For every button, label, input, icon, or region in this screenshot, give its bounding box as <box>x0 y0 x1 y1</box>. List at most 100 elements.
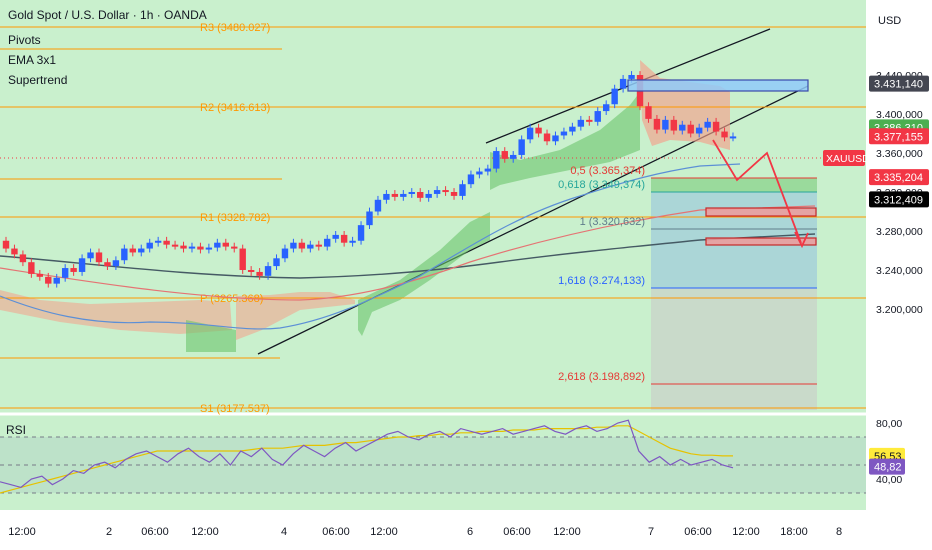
candle-body <box>188 246 196 249</box>
indicator-pivots[interactable]: Pivots <box>8 33 41 47</box>
candle-body <box>602 104 610 112</box>
rsi-label[interactable]: RSI <box>6 423 26 437</box>
candle-body <box>357 225 365 241</box>
candle-body <box>476 171 483 175</box>
bear-cloud-2 <box>236 292 355 340</box>
supply-demand-boxes[interactable] <box>627 79 817 246</box>
candle-body <box>324 238 331 247</box>
candle-body <box>171 244 179 247</box>
candle-body <box>28 262 35 274</box>
candle-body <box>180 245 187 249</box>
supply-box-top <box>627 79 809 92</box>
candles <box>2 71 737 288</box>
candle-body <box>205 247 213 250</box>
ema-fast-line <box>0 163 741 330</box>
candle-body <box>687 124 694 134</box>
candle-body <box>383 193 390 200</box>
candle-body <box>138 248 145 253</box>
price-tag <box>869 75 929 92</box>
candle-body <box>594 111 601 122</box>
time-label: 2 <box>106 526 112 538</box>
candle-body <box>340 234 348 243</box>
candle-body <box>611 88 618 105</box>
candle-body <box>332 234 339 239</box>
candle-body <box>129 248 137 253</box>
candle-body <box>315 244 322 247</box>
time-label: 12:00 <box>8 526 36 538</box>
candle-body <box>366 211 373 226</box>
candle-body <box>214 242 221 248</box>
candle-body <box>729 136 737 139</box>
symbol-tag <box>823 150 865 166</box>
time-label: 12:00 <box>732 526 760 538</box>
projection-path <box>712 139 802 244</box>
candle-body <box>290 242 297 249</box>
candle-body <box>662 119 669 130</box>
candle-body <box>459 184 466 196</box>
candle-body <box>256 271 263 276</box>
candle-body <box>231 246 238 249</box>
candle-body <box>628 75 635 79</box>
candle-body <box>2 240 10 249</box>
candle-body <box>264 266 272 276</box>
candle-body <box>61 268 69 278</box>
candle-body <box>408 192 415 194</box>
candle-body <box>586 119 593 122</box>
candle-body <box>45 276 52 284</box>
candle-body <box>307 244 314 249</box>
rsi-value-tag <box>869 458 905 475</box>
time-label: 18:00 <box>780 526 808 538</box>
price-tag <box>869 169 929 186</box>
time-label: 8 <box>836 526 842 538</box>
candle-body <box>484 168 492 172</box>
candle-body <box>298 242 306 249</box>
rsi-tick: 80,00 <box>876 418 902 430</box>
candle-body <box>679 124 686 131</box>
candle-body <box>417 192 424 198</box>
candle-body <box>163 240 170 245</box>
indicator-supertrend[interactable]: Supertrend <box>8 73 67 87</box>
currency-label[interactable]: USD <box>878 15 901 27</box>
candle-body <box>95 252 103 263</box>
bull-cloud-1 <box>186 320 236 352</box>
price-tag <box>869 128 929 145</box>
indicator-ema[interactable]: EMA 3x1 <box>8 53 56 67</box>
candle-body <box>493 151 500 169</box>
fib-level-label: 0,618 (3.349,374) <box>558 179 645 191</box>
time-label: 06:00 <box>684 526 712 538</box>
pivot-label: R2 (3416.613) <box>200 102 270 114</box>
candle-body <box>619 78 627 89</box>
candle-body <box>222 242 229 247</box>
time-label: 7 <box>648 526 654 538</box>
candle-body <box>501 151 508 159</box>
price-tick: 3.400,000 <box>876 109 923 121</box>
candle-body <box>400 193 407 197</box>
pivot-label: R3 (3480.027) <box>200 22 270 34</box>
candle-body <box>442 190 449 193</box>
candle-body <box>653 118 661 130</box>
candle-body <box>154 240 162 243</box>
price-tag <box>869 191 929 208</box>
candle-body <box>526 127 534 140</box>
candle-body <box>577 119 585 127</box>
ema-slow-line <box>0 233 816 279</box>
price-tag-text: 3.431,140 <box>874 79 923 91</box>
time-label: 06:00 <box>141 526 169 538</box>
candle-body <box>645 106 652 119</box>
candle-body <box>197 246 204 250</box>
candle-body <box>70 268 77 272</box>
time-axis-panel[interactable] <box>0 510 932 550</box>
price-tick: 3.200,000 <box>876 304 923 316</box>
candle-body <box>87 252 94 259</box>
time-label: 4 <box>281 526 287 538</box>
projection-arrow[interactable] <box>712 139 809 249</box>
time-label: 12:00 <box>553 526 581 538</box>
rsi-pane <box>0 419 866 494</box>
demand-box-2 <box>705 237 817 246</box>
candle-body <box>121 248 128 261</box>
fib-level-label: 0,5 (3.365,374) <box>570 165 645 177</box>
candle-body <box>146 242 153 249</box>
candle-body <box>704 121 711 128</box>
candle-body <box>391 193 399 197</box>
